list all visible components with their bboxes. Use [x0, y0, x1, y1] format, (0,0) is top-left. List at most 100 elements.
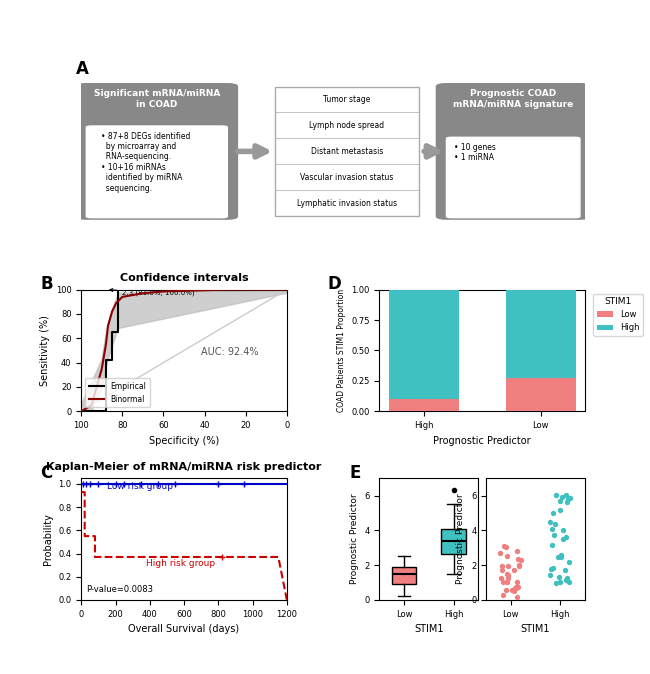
- Point: [545, 569, 555, 580]
- Point: [558, 524, 568, 535]
- PathPatch shape: [441, 528, 466, 554]
- Text: Lymph node spread: Lymph node spread: [309, 121, 384, 130]
- Text: Tumor stage: Tumor stage: [323, 95, 370, 104]
- Point: [546, 563, 556, 574]
- Point: [548, 562, 558, 573]
- Point: [512, 576, 522, 587]
- Empirical: [108, 356, 116, 364]
- Text: • 87+8 DEGs identified
  by microarray and
  RNA-sequencing.
• 10+16 miRNAs
  id: • 87+8 DEGs identified by microarray and…: [101, 131, 191, 193]
- Point: [497, 577, 508, 588]
- Point: [564, 493, 575, 503]
- Point: [555, 505, 566, 516]
- Y-axis label: Sensitivity (%): Sensitivity (%): [40, 315, 50, 386]
- Point: [564, 556, 575, 567]
- Binormal: [221, 286, 229, 294]
- Point: [558, 534, 569, 545]
- Empirical: [108, 328, 116, 336]
- PathPatch shape: [392, 567, 417, 584]
- Bar: [389, 399, 459, 411]
- Text: Distant metastasis: Distant metastasis: [311, 147, 383, 156]
- FancyBboxPatch shape: [436, 84, 590, 219]
- Point: [561, 574, 571, 585]
- Y-axis label: Prognostic Predictor: Prognostic Predictor: [350, 494, 359, 584]
- Binormal: [108, 307, 116, 315]
- FancyBboxPatch shape: [447, 137, 580, 218]
- Text: P-value=0.0083: P-value=0.0083: [86, 585, 153, 594]
- Point: [548, 508, 558, 518]
- Y-axis label: Probability: Probability: [43, 513, 53, 565]
- FancyBboxPatch shape: [275, 86, 419, 216]
- Empirical: [102, 356, 110, 364]
- Point: [514, 560, 524, 571]
- Binormal: [283, 286, 291, 294]
- Bar: [389, 290, 459, 399]
- Point: [556, 550, 566, 561]
- Point: [553, 551, 564, 562]
- Binormal: [160, 287, 168, 295]
- Point: [502, 551, 512, 561]
- Point: [511, 583, 521, 594]
- Text: Vascular invasion status: Vascular invasion status: [300, 173, 393, 182]
- Point: [547, 524, 557, 534]
- Point: [499, 541, 510, 551]
- Bar: [506, 378, 576, 411]
- Point: [556, 491, 567, 502]
- Text: B: B: [40, 275, 53, 293]
- Title: Confidence intervals: Confidence intervals: [120, 273, 248, 283]
- Text: Lymphatic invasion status: Lymphatic invasion status: [296, 199, 396, 208]
- Point: [555, 495, 566, 506]
- Point: [564, 576, 574, 587]
- Point: [500, 541, 511, 552]
- Binormal: [98, 365, 106, 373]
- Binormal: [118, 293, 126, 301]
- X-axis label: STIM1: STIM1: [414, 624, 443, 634]
- Point: [511, 582, 521, 592]
- Point: [498, 590, 508, 601]
- Point: [502, 577, 512, 588]
- Text: C: C: [40, 464, 53, 482]
- Text: AUC: 92.4%: AUC: 92.4%: [200, 347, 258, 357]
- Point: [496, 573, 506, 584]
- Legend: Low, High: Low, High: [593, 294, 643, 336]
- Text: • 10 genes
• 1 miRNA: • 10 genes • 1 miRNA: [454, 143, 496, 162]
- Text: 2.3 (81.0%, 100.0%): 2.3 (81.0%, 100.0%): [110, 288, 195, 296]
- Binormal: [242, 286, 250, 294]
- Empirical: [77, 407, 85, 415]
- Text: D: D: [328, 275, 342, 293]
- Text: E: E: [350, 464, 361, 482]
- Point: [502, 570, 513, 580]
- Point: [503, 572, 514, 583]
- Binormal: [77, 407, 85, 415]
- Empirical: [114, 328, 122, 336]
- Legend: Empirical, Binormal: Empirical, Binormal: [85, 378, 150, 408]
- Line: Binormal: Binormal: [81, 290, 287, 411]
- Point: [549, 529, 560, 540]
- Binormal: [180, 286, 188, 295]
- Binormal: [88, 401, 96, 409]
- Empirical: [283, 286, 291, 294]
- Point: [502, 568, 512, 579]
- Point: [497, 560, 507, 571]
- Point: [562, 497, 572, 508]
- Y-axis label: COAD Patients STIM1 Proportion: COAD Patients STIM1 Proportion: [337, 289, 346, 412]
- Point: [545, 516, 555, 527]
- FancyBboxPatch shape: [76, 84, 237, 219]
- Point: [509, 565, 519, 576]
- Point: [513, 553, 523, 564]
- Text: Prognostic COAD
mRNA/miRNA signature: Prognostic COAD mRNA/miRNA signature: [453, 90, 573, 109]
- Point: [551, 489, 561, 500]
- Empirical: [102, 407, 110, 415]
- Point: [512, 592, 522, 603]
- Bar: [506, 290, 576, 378]
- Binormal: [104, 322, 112, 330]
- Point: [506, 584, 517, 595]
- Polygon shape: [81, 290, 287, 411]
- X-axis label: STIM1: STIM1: [521, 624, 551, 634]
- Point: [516, 555, 526, 565]
- Binormal: [263, 286, 270, 294]
- Binormal: [273, 286, 281, 294]
- Y-axis label: Prognostic Predictor: Prognostic Predictor: [456, 494, 465, 584]
- Point: [550, 518, 560, 529]
- Point: [556, 552, 566, 563]
- Point: [497, 564, 507, 575]
